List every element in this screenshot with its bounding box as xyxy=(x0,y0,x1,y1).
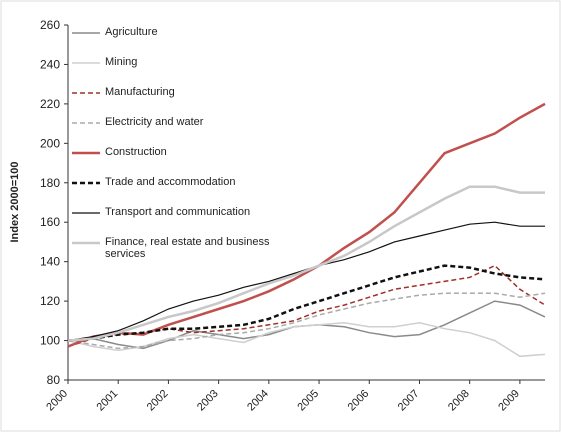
y-tick-label: 240 xyxy=(40,57,60,71)
legend-label: Agriculture xyxy=(105,26,158,38)
x-tick-label: 2004 xyxy=(245,388,271,414)
legend-item: Construction xyxy=(72,146,287,176)
y-axis-label: Index 2000=100 xyxy=(9,161,21,242)
legend-item: Manufacturing xyxy=(72,86,287,116)
x-tick-label: 2007 xyxy=(396,388,422,414)
line-series xyxy=(67,264,546,342)
x-tick-label: 2000 xyxy=(44,388,70,414)
y-tick-label: 200 xyxy=(40,136,60,150)
legend-item: Trade and accommodation xyxy=(72,176,287,206)
y-tick-label: 260 xyxy=(40,18,60,32)
y-tick-label: 140 xyxy=(40,255,60,269)
x-tick-label: 2005 xyxy=(295,388,321,414)
legend-swatch xyxy=(72,241,100,245)
legend-label: Trade and accommodation xyxy=(105,176,236,188)
legend-label: Finance, real estate and business servic… xyxy=(105,236,270,260)
x-tick-label: 2001 xyxy=(95,388,121,414)
x-tick-label: 2009 xyxy=(496,388,522,414)
legend-swatch xyxy=(72,181,100,185)
legend-label: Transport and communication xyxy=(105,206,251,218)
y-tick-label: 80 xyxy=(47,373,61,387)
legend-label: Electricity and water xyxy=(105,116,204,128)
legend-item: Electricity and water xyxy=(72,116,287,146)
legend-swatch xyxy=(72,62,100,64)
y-tick-label: 120 xyxy=(40,294,60,308)
legend-label: Manufacturing xyxy=(105,86,175,98)
legend-swatch xyxy=(72,122,100,124)
y-tick-label: 180 xyxy=(40,176,60,190)
legend-swatch xyxy=(72,212,100,214)
x-tick-label: 2006 xyxy=(346,388,372,414)
legend-swatch xyxy=(72,32,100,34)
x-tick-label: 2002 xyxy=(145,388,171,414)
legend-label: Construction xyxy=(105,146,167,158)
line-series xyxy=(67,185,545,342)
line-series xyxy=(67,102,546,348)
legend-swatch xyxy=(72,92,100,94)
y-tick-label: 100 xyxy=(40,334,60,348)
x-tick-label: 2003 xyxy=(195,388,221,414)
legend-item: Transport and communication xyxy=(72,206,287,236)
line-series xyxy=(67,292,546,350)
y-tick-label: 220 xyxy=(40,97,60,111)
legend-item: Agriculture xyxy=(72,26,287,56)
legend-item: Finance, real estate and business servic… xyxy=(72,236,287,266)
legend-swatch xyxy=(72,151,100,155)
x-tick-label: 2008 xyxy=(446,388,472,414)
legend-label: Mining xyxy=(105,56,138,68)
legend: Agriculture Mining Manufacturing Electricit… xyxy=(72,26,287,266)
y-tick-label: 160 xyxy=(40,215,60,229)
legend-item: Mining xyxy=(72,56,287,86)
line-series xyxy=(67,322,546,358)
